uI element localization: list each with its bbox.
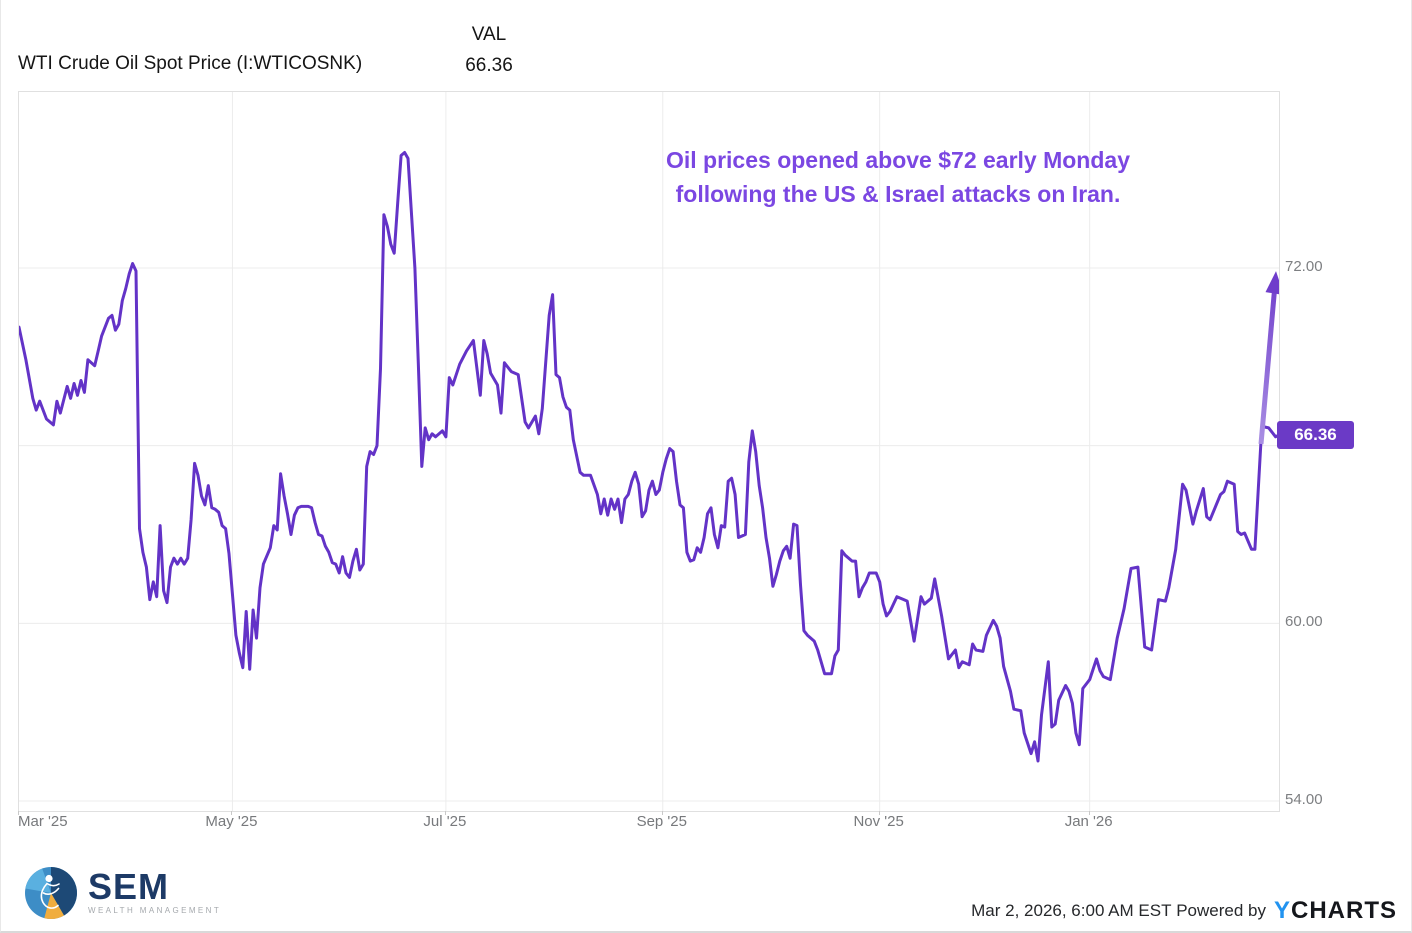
y-axis-label: 54.00 [1285,790,1323,808]
arrow-head-icon [1265,271,1279,295]
footer-attribution: Mar 2, 2026, 6:00 AM EST Powered by YCHA… [971,897,1397,925]
plot-area [18,91,1280,812]
y-axis-label: 72.00 [1285,258,1323,275]
val-current-value: 66.36 [465,55,513,76]
x-axis-label: Nov '25 [853,813,904,830]
page-title: WTI Crude Oil Spot Price (I:WTICOSNK) [18,53,363,74]
ycharts-logo-charts: CHARTS [1291,897,1397,924]
x-axis-tick [878,811,880,815]
price-line [19,151,1279,763]
x-axis-tick [231,811,233,815]
sem-logo: SEM WEALTH MANAGEMENT [24,866,221,920]
x-axis-tick [18,811,19,815]
ycharts-logo-y: Y [1273,897,1291,924]
x-axis-tick [661,811,663,815]
price-line-chart [19,92,1279,811]
last-price-badge: 66.36 [1277,421,1354,449]
annotation-line-1: Oil prices opened above $72 early Monday [665,147,1130,173]
x-axis-label: Sep '25 [636,813,687,830]
arrow-shaft [1258,289,1277,445]
x-axis-label: Jul '25 [423,813,467,830]
x-axis-label: Jan '26 [1064,813,1113,830]
val-column-header: VAL [471,24,507,45]
x-axis-tick [1088,811,1090,815]
y-axis-label: 60.00 [1285,613,1323,631]
x-axis-tick [444,811,446,815]
ycharts-logo: YCHARTS [1274,897,1397,925]
sem-logo-subtitle: WEALTH MANAGEMENT [88,906,222,915]
annotation-line-2: following the US & Israel attacks on Ira… [675,181,1121,207]
annotation-text: Oil prices opened above $72 early Monday… [568,143,1228,211]
sem-logo-name: SEM [88,866,170,907]
value-column: VAL 66.36 [434,24,544,77]
x-axis-label: May '25 [205,813,258,830]
x-axis-label: Mar '25 [18,813,68,830]
sem-logo-icon [25,867,77,919]
sem-logo-text: SEM WEALTH MANAGEMENT [88,866,222,916]
timestamp: Mar 2, 2026, 6:00 AM EST Powered by [971,901,1266,920]
